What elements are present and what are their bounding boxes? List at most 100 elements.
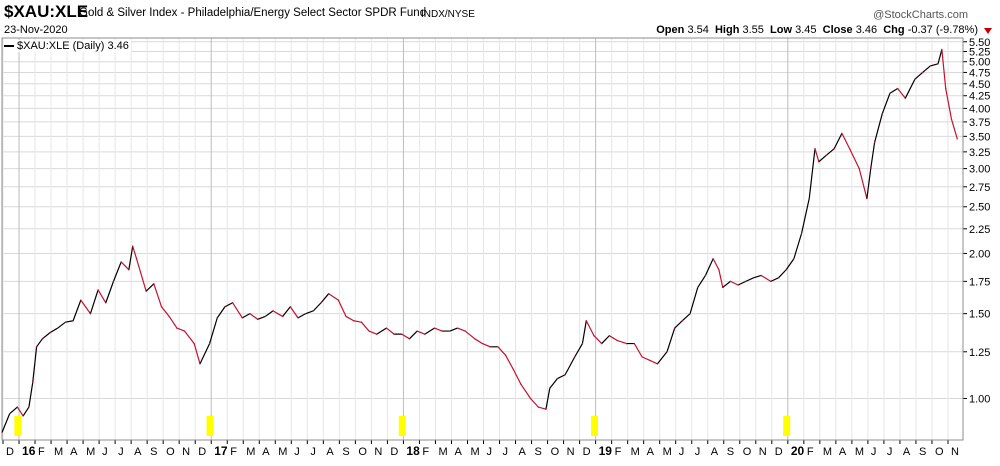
- price-line-segment: [289, 306, 299, 319]
- price-point: [72, 320, 74, 322]
- price-point: [385, 327, 387, 329]
- price-line-segment: [241, 313, 251, 319]
- x-tick-label: N: [567, 446, 575, 458]
- price-line-segment: [112, 261, 122, 282]
- price-point: [112, 280, 115, 282]
- price-line-segment: [208, 317, 218, 345]
- brand-watermark: @StockCharts.com: [873, 9, 968, 21]
- price-point: [785, 269, 787, 271]
- open-value: 3.54: [687, 24, 709, 36]
- price-point: [312, 310, 314, 312]
- price-point: [777, 277, 780, 279]
- x-tick-label: S: [150, 446, 157, 458]
- price-line-segment: [866, 167, 872, 200]
- price-line-segment: [529, 397, 539, 408]
- price-line-segment: [160, 306, 170, 318]
- x-tick-label: 20: [791, 444, 805, 458]
- price-point: [337, 299, 339, 301]
- x-tick-label: D: [583, 446, 591, 458]
- price-point: [474, 338, 476, 340]
- price-point: [120, 261, 122, 263]
- y-tick-label: 5.00: [969, 57, 990, 69]
- year-marker: [398, 416, 406, 436]
- price-point: [433, 327, 436, 329]
- price-line-segment: [249, 313, 259, 320]
- chg-value: -0.37 (-9.78%): [907, 24, 978, 36]
- price-line-segment: [57, 321, 67, 329]
- price-point: [793, 258, 795, 260]
- price-line-segment: [800, 197, 810, 235]
- price-line-segment: [481, 342, 491, 348]
- price-point: [360, 321, 363, 323]
- ohlc-readout: Open 3.54 High 3.55 Low 3.45 Close 3.46 …: [656, 24, 978, 36]
- x-tick-label: O: [743, 446, 752, 458]
- price-point: [873, 141, 876, 144]
- x-tick-label: J: [487, 446, 493, 458]
- price-point: [564, 374, 566, 376]
- price-line-segment: [80, 299, 92, 315]
- price-point: [681, 320, 683, 322]
- x-tick-label: M: [470, 446, 479, 458]
- price-line-segment: [216, 306, 226, 319]
- price-point: [616, 339, 618, 341]
- price-line-segment: [785, 258, 795, 271]
- price-line-segment: [282, 306, 291, 318]
- price-line-segment: [825, 148, 835, 156]
- price-line-segment: [904, 78, 916, 99]
- x-tick-label: D: [198, 446, 206, 458]
- x-tick-label: J: [679, 446, 685, 458]
- price-point: [504, 354, 507, 356]
- price-line-segment: [574, 342, 584, 358]
- y-tick-label: 5.25: [969, 47, 990, 59]
- price-line-segment: [89, 289, 99, 315]
- price-point: [814, 148, 816, 150]
- price-line-segment: [581, 320, 587, 345]
- price-point: [666, 351, 668, 353]
- price-point: [674, 327, 676, 329]
- price-line-segment: [345, 315, 355, 322]
- price-point: [752, 277, 755, 279]
- x-tick-label: J: [871, 446, 877, 458]
- x-tick-label: F: [230, 446, 237, 458]
- price-point: [80, 299, 82, 301]
- y-tick-label: 4.75: [969, 67, 990, 79]
- price-point: [401, 333, 403, 335]
- price-line-segment: [408, 330, 418, 340]
- y-tick-label: 1.75: [969, 276, 990, 288]
- price-point: [633, 342, 635, 345]
- price-point: [297, 317, 299, 319]
- price-line-segment: [337, 299, 347, 318]
- price-point: [941, 48, 943, 51]
- price-line-segment: [585, 320, 595, 337]
- price-line-segment: [818, 154, 828, 163]
- price-line-segment: [145, 283, 155, 292]
- price-line-segment: [32, 346, 38, 383]
- x-tick-label: S: [342, 446, 349, 458]
- price-line-segment: [416, 330, 426, 335]
- x-tick-label: F: [615, 446, 622, 458]
- price-point: [818, 161, 820, 163]
- price-point: [729, 280, 732, 282]
- x-tick-label: J: [695, 446, 701, 458]
- price-point: [704, 274, 707, 277]
- x-tick-label: O: [166, 446, 175, 458]
- price-point: [718, 269, 720, 271]
- price-line-segment: [224, 302, 234, 308]
- price-point: [626, 342, 628, 345]
- price-line-segment: [556, 374, 566, 380]
- price-point: [608, 335, 610, 337]
- price-line-segment: [464, 330, 476, 340]
- price-line-segment: [697, 274, 707, 289]
- price-line-segment: [385, 327, 395, 335]
- price-point: [199, 363, 201, 365]
- series-legend: $XAU:XLE (Daily) 3.46: [4, 40, 131, 52]
- x-tick-label: M: [823, 446, 832, 458]
- price-point: [305, 313, 307, 315]
- price-point: [456, 327, 459, 329]
- price-point: [464, 330, 466, 332]
- price-line-segment: [881, 92, 891, 115]
- price-line-segment: [257, 315, 266, 320]
- x-tick-label: 18: [406, 444, 420, 458]
- price-line-segment: [849, 148, 860, 170]
- y-tick-label: 2.25: [969, 224, 990, 236]
